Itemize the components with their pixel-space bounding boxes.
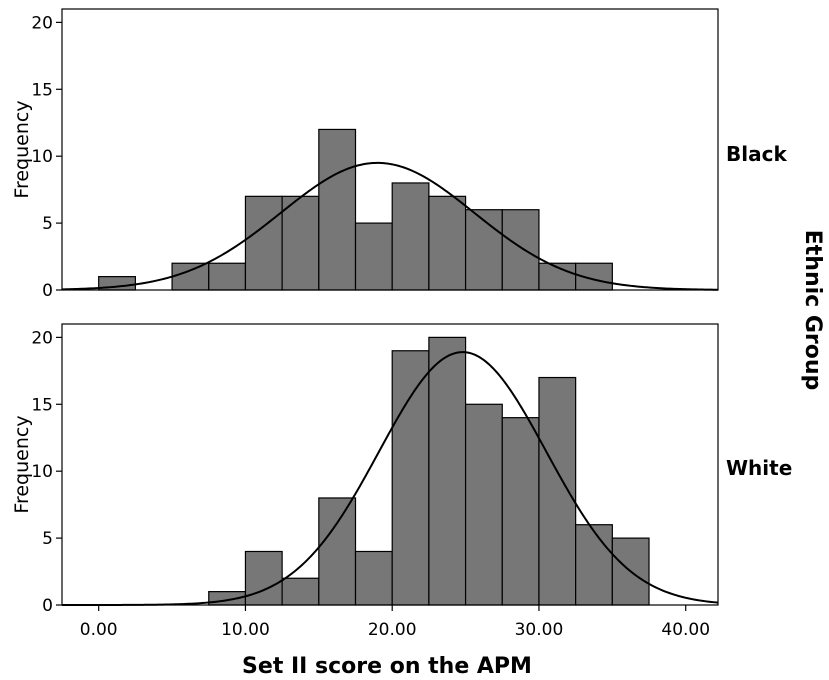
normal-curve (61, 161, 719, 291)
histogram-bar (464, 403, 503, 606)
x-tick-label: 0.00 (80, 620, 118, 640)
facet-label: Ethnic Group (800, 230, 825, 391)
x-tick-label: 20.00 (368, 620, 417, 640)
panel-frame (61, 8, 719, 291)
histogram-bar (575, 524, 613, 606)
y-tick-label: 5 (42, 529, 53, 549)
y-tick-label: 0 (42, 281, 53, 301)
histogram-bar (501, 417, 540, 606)
y-axis-label: Frequency (11, 100, 33, 198)
y-tick-label: 10 (31, 147, 53, 167)
panel-label-black: Black (726, 142, 787, 166)
histogram-bar (354, 222, 393, 291)
histogram-bar (354, 550, 393, 606)
y-axis-label: Frequency (11, 415, 33, 513)
x-tick-label: 40.00 (661, 620, 710, 640)
panel-label-white: White (726, 456, 792, 480)
histogram-bar (391, 182, 430, 291)
histogram-bar (464, 209, 503, 291)
histogram-bar (318, 128, 357, 291)
histogram-bar (244, 195, 283, 291)
y-tick-label: 20 (31, 328, 53, 348)
y-tick-label: 10 (31, 462, 53, 482)
histogram-bar (428, 336, 467, 606)
histogram-bar (281, 577, 320, 606)
histogram-bar (208, 262, 247, 291)
y-tick-label: 20 (31, 13, 53, 33)
histogram-bar (281, 195, 320, 291)
histogram-panel-black: 0 5 10 15 20 Frequency Black (11, 8, 787, 301)
histogram-bar (244, 550, 283, 606)
x-axis-label: Set II score on the APM (242, 654, 532, 679)
y-tick-label: 0 (42, 596, 53, 616)
histogram-panel-white: 0 5 10 15 20 Frequency White 0.00 10.00 20.00 30.0… (11, 323, 792, 640)
histogram-bar (171, 262, 210, 291)
panel-frame (61, 323, 719, 606)
histogram-bar (501, 209, 540, 291)
x-tick-label: 30.00 (515, 620, 564, 640)
histogram-bar (428, 195, 467, 291)
x-tick-label: 10.00 (221, 620, 270, 640)
histogram-bar (538, 376, 577, 606)
histogram-bar (318, 497, 357, 606)
y-tick-label: 15 (31, 80, 53, 100)
y-tick-label: 5 (42, 214, 53, 234)
y-tick-label: 15 (31, 395, 53, 415)
histogram-bar (391, 350, 430, 606)
